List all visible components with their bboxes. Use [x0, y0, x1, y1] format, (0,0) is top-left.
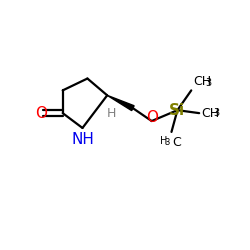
- Text: O: O: [35, 106, 47, 121]
- Text: O: O: [146, 110, 158, 124]
- Text: CH: CH: [193, 76, 211, 88]
- Text: C: C: [172, 136, 181, 149]
- Text: 3: 3: [213, 108, 219, 118]
- Text: NH: NH: [71, 132, 94, 147]
- Text: Si: Si: [169, 103, 186, 118]
- Polygon shape: [107, 95, 134, 110]
- Text: H: H: [106, 107, 116, 120]
- Text: 3: 3: [164, 138, 170, 147]
- Text: 3: 3: [205, 78, 211, 88]
- Text: H: H: [160, 136, 168, 146]
- Text: CH: CH: [201, 107, 219, 120]
